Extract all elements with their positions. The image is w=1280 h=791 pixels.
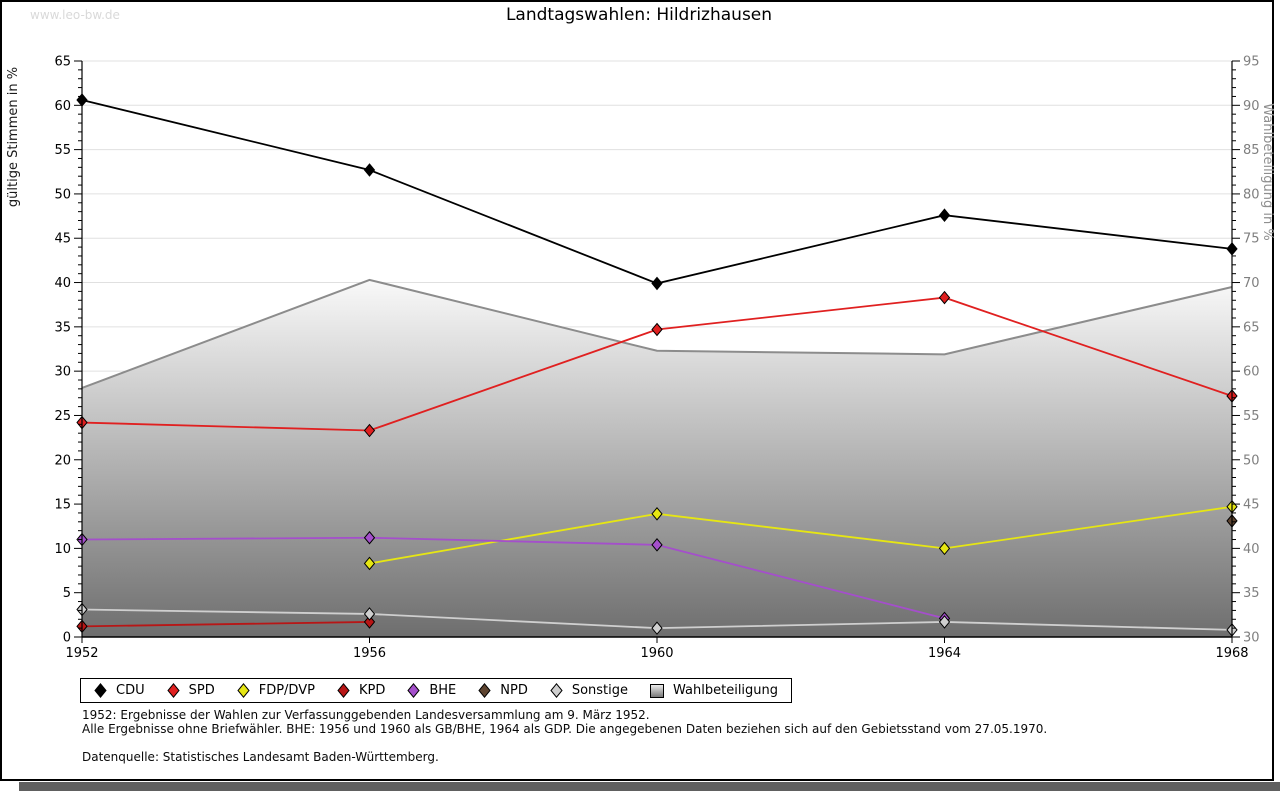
right-tick-label: 50 — [1243, 453, 1260, 468]
legend-diamond-icon — [94, 683, 107, 698]
right-tick-label: 55 — [1243, 409, 1260, 424]
footnote-line-2: Alle Ergebnisse ohne Briefwähler. BHE: 1… — [82, 722, 1048, 736]
right-tick-label: 35 — [1243, 586, 1260, 601]
legend-label: FDP/DVP — [258, 683, 315, 698]
series-line-cdu — [81, 99, 1233, 285]
series-line-fdp-dvp — [369, 505, 1233, 565]
chart-plot: 0 5 10 15 20 25 30 35 40 45 50 55 60 65 30 35 40 45 50 55 60… — [6, 55, 1275, 662]
left-axis-title: gültige Stimmen in % — [6, 67, 21, 207]
footnote-source: Datenquelle: Statistisches Landesamt Bad… — [82, 750, 439, 764]
legend-label: KPD — [358, 683, 386, 698]
legend-item-bhe: BHE — [407, 683, 456, 698]
legend-diamond-icon — [166, 683, 180, 698]
legend-item-fdp-dvp: FDP/DVP — [237, 683, 315, 698]
right-axis-title: Wahlbeteiligung in % — [1260, 103, 1275, 240]
left-tick-label: 60 — [54, 99, 71, 114]
legend-item-cdu: CDU — [94, 683, 145, 698]
legend-item-sonstige: Sonstige — [550, 683, 628, 698]
right-tick-label: 40 — [1243, 542, 1260, 557]
left-tick-label: 10 — [54, 542, 71, 557]
left-tick-label: 15 — [54, 498, 71, 513]
legend-label: Wahlbeteiligung — [673, 683, 779, 698]
data-point-cdu — [651, 276, 663, 291]
legend-diamond-icon — [237, 683, 250, 698]
left-tick-label: 45 — [54, 232, 71, 247]
left-tick-label: 30 — [54, 365, 71, 380]
data-point-spd — [363, 423, 376, 438]
watermark: www.leo-bw.de — [30, 8, 120, 22]
data-point-cdu — [938, 208, 951, 222]
legend-item-spd: SPD — [166, 683, 215, 698]
legend-label: CDU — [116, 683, 145, 698]
data-point-bhe — [651, 538, 663, 552]
x-tick-label: 1952 — [65, 646, 98, 661]
legend-diamond-icon — [478, 683, 491, 698]
legend-label: SPD — [188, 683, 215, 698]
left-tick-label: 35 — [54, 320, 71, 335]
x-tick-label: 1964 — [928, 646, 961, 661]
data-point-sonstige — [363, 607, 376, 621]
x-tick-label: 1968 — [1215, 646, 1248, 661]
data-point-fdp-dvp — [938, 541, 951, 556]
chart-legend: CDU SPD FDP/DVP KPD BHE NPD Sonstige Wahlbeteil… — [80, 678, 793, 703]
legend-diamond-icon — [550, 683, 563, 698]
legend-diamond-icon — [337, 683, 350, 698]
legend-item-npd: NPD — [478, 683, 528, 698]
left-tick-label: 50 — [54, 187, 71, 202]
data-point-kpd — [363, 615, 376, 629]
data-point-sonstige — [651, 621, 663, 635]
data-point-cdu — [363, 163, 376, 177]
right-tick-label: 95 — [1243, 55, 1260, 70]
legend-diamond-icon — [407, 683, 420, 698]
x-tick-label: 1956 — [353, 646, 386, 661]
right-tick-label: 60 — [1243, 365, 1260, 380]
right-tick-label: 65 — [1243, 320, 1260, 335]
data-point-fdp-dvp — [363, 556, 376, 571]
chart-footnotes: 1952: Ergebnisse der Wahlen zur Verfassu… — [82, 708, 1047, 764]
right-tick-label: 30 — [1243, 631, 1260, 646]
legend-item-wahlbeteiligung: Wahlbeteiligung — [650, 683, 778, 698]
left-tick-label: 65 — [54, 55, 71, 70]
right-tick-label: 75 — [1243, 232, 1260, 247]
x-tick-label: 1960 — [640, 646, 673, 661]
data-point-spd — [651, 322, 663, 337]
left-tick-label: 25 — [54, 409, 71, 424]
left-tick-label: 0 — [63, 631, 71, 646]
data-point-fdp-dvp — [651, 507, 663, 521]
right-tick-label: 80 — [1243, 187, 1260, 202]
data-point-spd — [938, 290, 951, 305]
right-tick-label: 85 — [1243, 143, 1260, 158]
legend-label: BHE — [429, 683, 457, 698]
legend-area-icon — [650, 683, 665, 698]
legend-label: NPD — [500, 683, 528, 698]
footnote-line-1: 1952: Ergebnisse der Wahlen zur Verfassu… — [82, 708, 650, 722]
left-tick-label: 55 — [54, 143, 71, 158]
left-tick-label: 5 — [63, 586, 71, 601]
left-tick-label: 40 — [54, 276, 71, 291]
right-tick-label: 70 — [1243, 276, 1260, 291]
right-tick-label: 90 — [1243, 99, 1260, 114]
data-point-bhe — [363, 530, 376, 545]
chart-title: Landtagswahlen: Hildrizhausen — [505, 5, 773, 25]
series-line-bhe — [81, 536, 945, 620]
card-drop-shadow — [19, 782, 1280, 791]
wahlbeteiligung-edge — [81, 278, 1233, 389]
legend-label: Sonstige — [571, 683, 629, 698]
series-line-kpd — [81, 621, 370, 628]
right-tick-label: 45 — [1243, 498, 1260, 513]
data-point-sonstige — [938, 615, 951, 629]
left-tick-label: 20 — [54, 453, 71, 468]
legend-item-kpd: KPD — [337, 683, 385, 698]
